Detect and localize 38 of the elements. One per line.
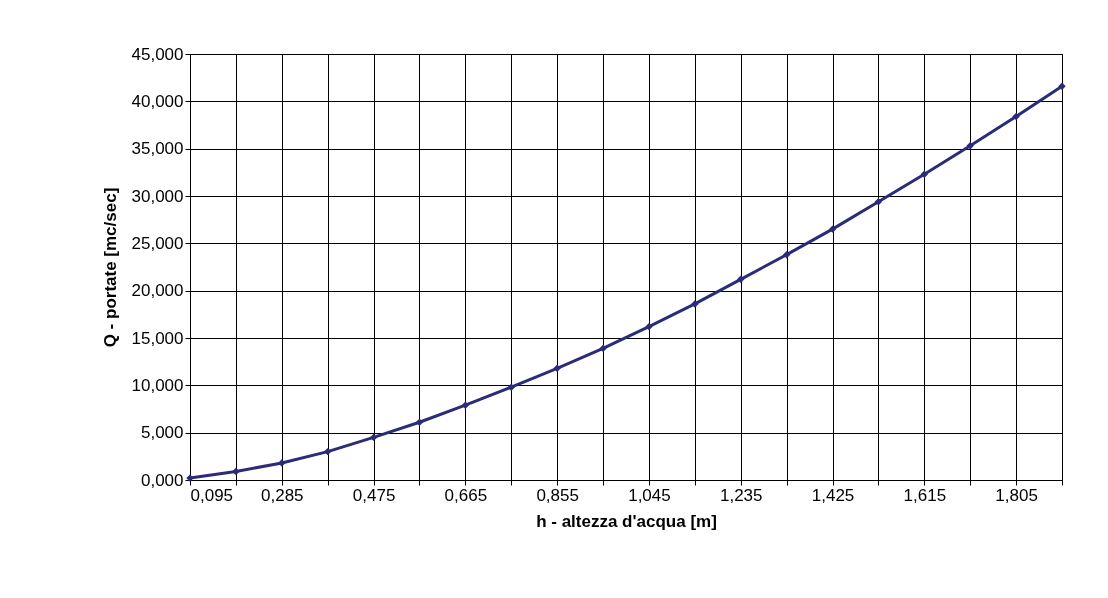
y-tick-label: 0,000 bbox=[140, 470, 184, 490]
point bbox=[599, 344, 607, 353]
point bbox=[461, 401, 470, 409]
x-tick-label: 1,615 bbox=[903, 485, 947, 505]
x-tick-label: 0,665 bbox=[444, 485, 488, 505]
point bbox=[553, 364, 561, 372]
y-tick-label: 15,000 bbox=[131, 328, 184, 348]
point bbox=[1012, 112, 1020, 121]
point bbox=[737, 275, 745, 284]
point bbox=[369, 433, 378, 442]
y-tick-label: 30,000 bbox=[131, 186, 184, 206]
x-tick-label: 1,425 bbox=[811, 485, 855, 505]
point bbox=[645, 322, 653, 331]
y-tick-label: 5,000 bbox=[140, 423, 184, 443]
point bbox=[874, 197, 883, 206]
x-tick-label: 1,045 bbox=[628, 485, 671, 505]
point bbox=[415, 418, 424, 426]
x-tick-label: 0,855 bbox=[536, 485, 579, 505]
x-tick-label: 1,805 bbox=[995, 485, 1038, 505]
point bbox=[507, 383, 515, 391]
x-axis-title: h - altezza d'acqua [m] bbox=[536, 511, 717, 531]
y-tick-label: 40,000 bbox=[131, 91, 184, 111]
y-tick-label: 10,000 bbox=[131, 375, 184, 395]
x-tick-label: 0,475 bbox=[352, 485, 396, 505]
y-tick-label: 45,000 bbox=[131, 44, 184, 64]
y-tick-label: 20,000 bbox=[131, 281, 184, 301]
x-tick-label: 0,285 bbox=[261, 485, 304, 505]
x-tick-label: 0,095 bbox=[190, 485, 234, 505]
point bbox=[782, 250, 791, 259]
y-axis-title: Q - portate [mc/sec] bbox=[100, 187, 120, 348]
y-tick-label: 25,000 bbox=[131, 233, 184, 253]
y-tick-label: 35,000 bbox=[131, 139, 184, 159]
point bbox=[920, 170, 929, 178]
point bbox=[232, 467, 240, 476]
point bbox=[966, 142, 974, 150]
point bbox=[323, 447, 332, 456]
x-tick-label: 1,235 bbox=[719, 485, 763, 505]
point bbox=[828, 225, 837, 233]
